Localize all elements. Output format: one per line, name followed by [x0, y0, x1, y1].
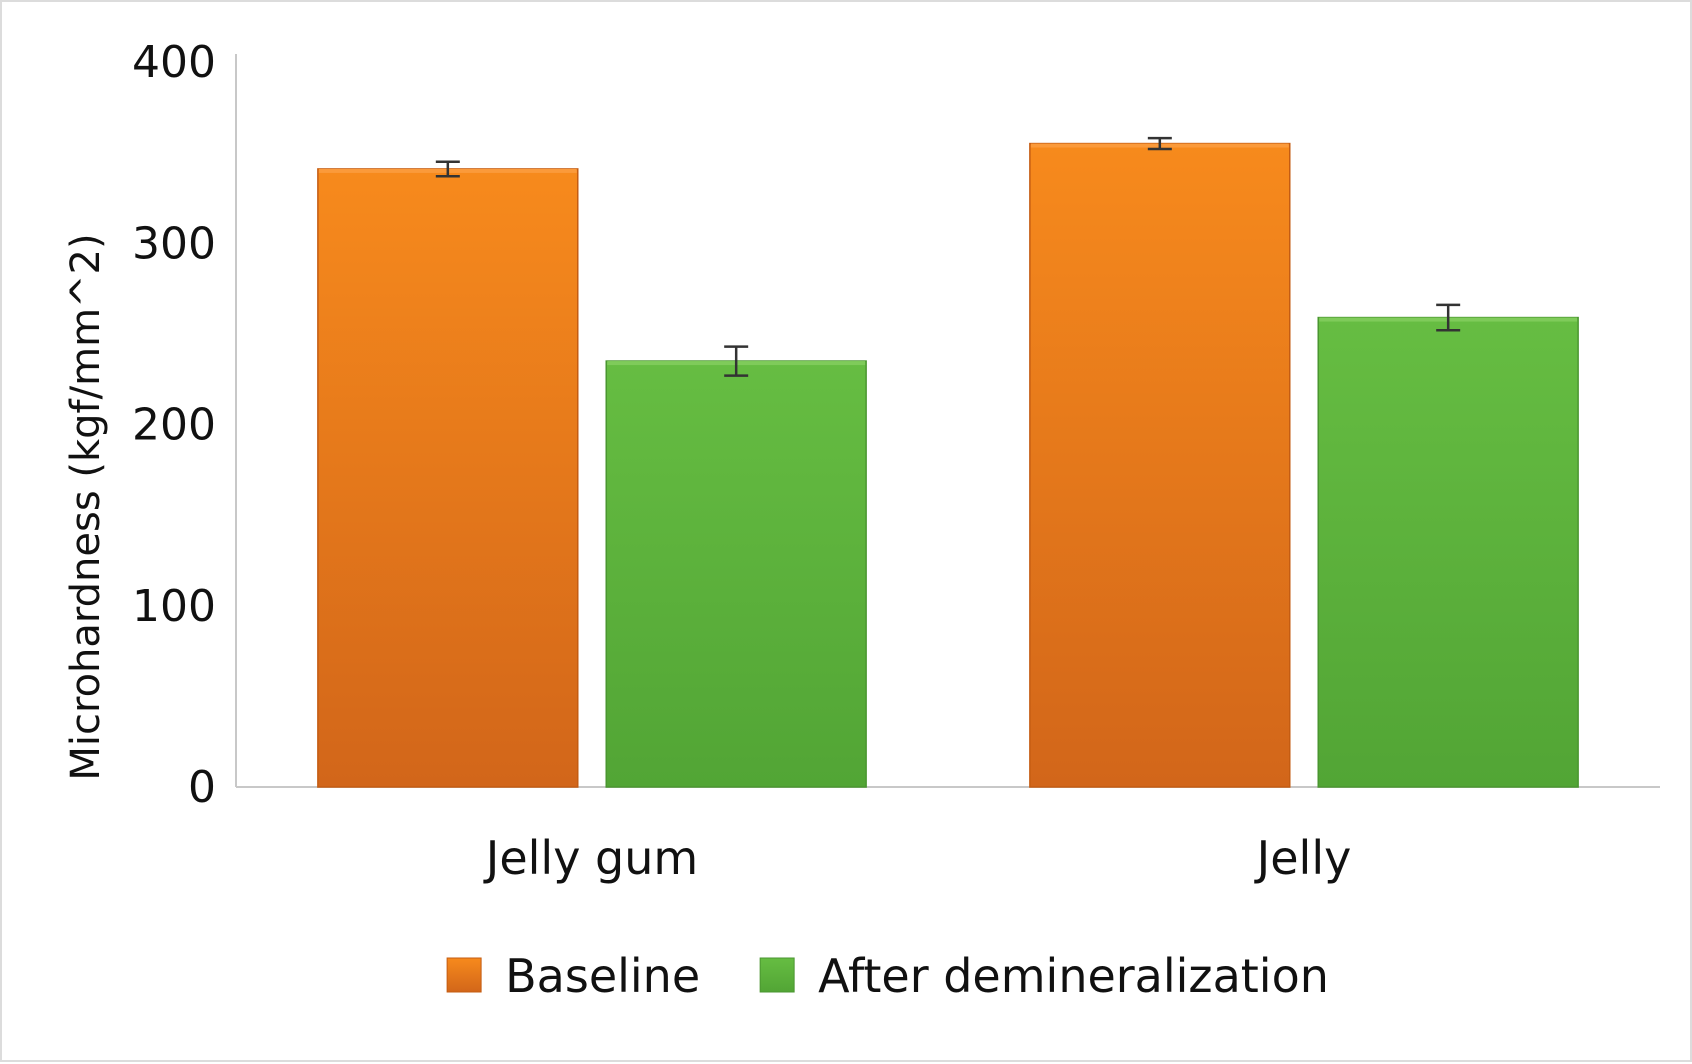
error-bar-1-1: [1436, 303, 1461, 332]
legend-label: After demineralization: [818, 949, 1329, 1003]
y-axis-title: Microhardness (kgf/mm^2): [63, 233, 109, 780]
bar-1-1: [1317, 316, 1579, 788]
y-tick-label: 200: [132, 400, 216, 451]
category-labels: Jelly gum Jelly: [483, 831, 1352, 885]
error-bars: [435, 136, 1461, 377]
bar-0-0: [317, 168, 579, 788]
y-tick-label: 400: [132, 37, 216, 88]
bar-1-0: [605, 360, 867, 788]
y-tick-label: 100: [132, 581, 216, 632]
error-bar-1-0: [724, 345, 749, 377]
legend: Baseline After demineralization: [446, 949, 1329, 1003]
legend-swatch: [446, 957, 482, 993]
x-tick-label: Jelly: [1254, 831, 1352, 885]
y-axis: 0 100 200 300 400: [132, 37, 237, 813]
x-tick-label: Jelly gum: [483, 831, 698, 885]
error-bar-0-0: [435, 160, 460, 178]
bars: [317, 142, 1579, 788]
legend-item-1: After demineralization: [759, 949, 1329, 1003]
bar-0-1: [1029, 142, 1291, 788]
y-tick-label: 0: [188, 762, 216, 813]
legend-label: Baseline: [505, 949, 700, 1003]
legend-item-0: Baseline: [446, 949, 700, 1003]
y-tick-label: 300: [132, 218, 216, 269]
error-bar-0-1: [1147, 136, 1172, 151]
legend-swatch: [759, 957, 795, 993]
